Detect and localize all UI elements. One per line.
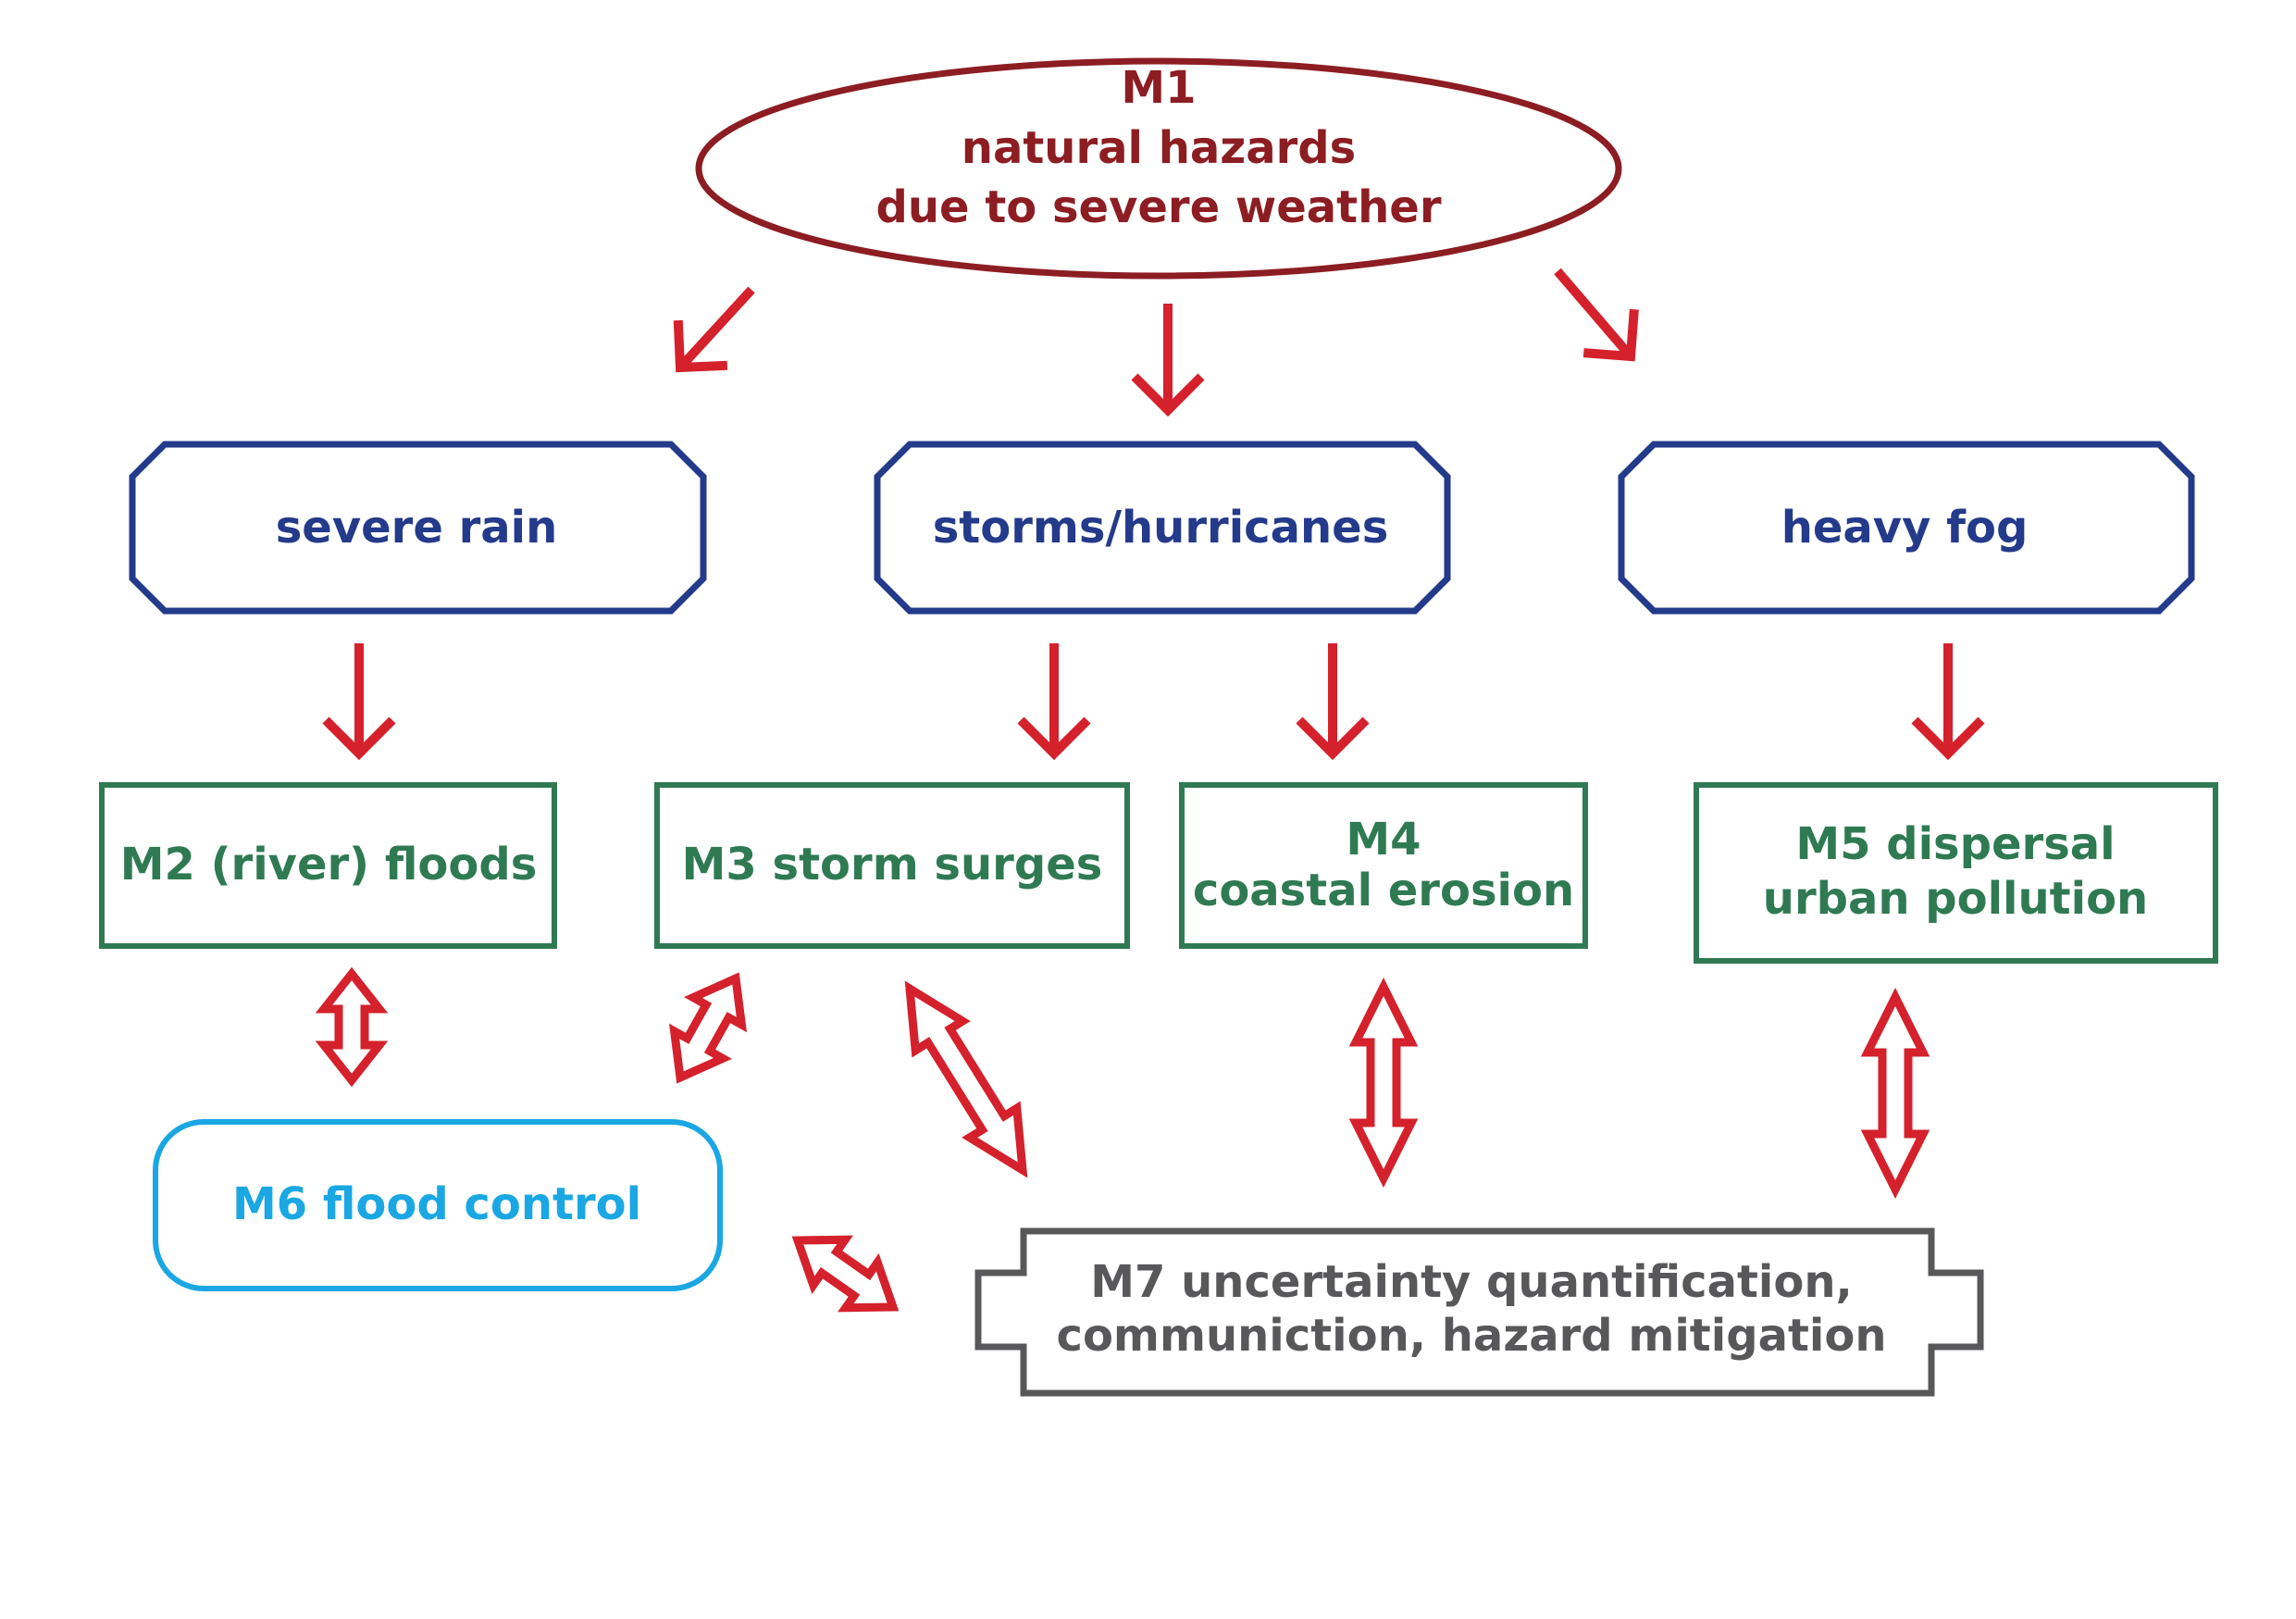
arrow-m3-to-m7 xyxy=(904,980,1028,1178)
heavy-fog-label: heavy fog xyxy=(1781,502,2029,554)
arrow-m3-to-m6 xyxy=(669,972,747,1084)
m7-label-line1: M7 uncertainty quantification, xyxy=(1090,1256,1853,1308)
arrow-m1-to-severe-rain xyxy=(673,286,755,373)
severe-rain-box xyxy=(129,441,707,615)
arrow-m2-to-m6 xyxy=(315,966,389,1088)
arrow-storms-to-m3 xyxy=(1017,643,1091,761)
arrow-m1-to-fog xyxy=(1554,268,1639,362)
m1-label-line2: natural hazards xyxy=(962,122,1356,174)
m6-label: M6 flood control xyxy=(232,1178,641,1230)
arrow-m4-to-m7 xyxy=(1348,977,1419,1189)
arrow-m1-to-storms xyxy=(1131,304,1205,417)
arrow-severe-rain-to-m2 xyxy=(322,643,396,761)
arrow-fog-to-m5 xyxy=(1911,643,1985,761)
m4-box xyxy=(1179,782,1588,949)
m5-label-line1: M5 dispersal xyxy=(1795,818,2115,870)
m6-box xyxy=(153,1119,723,1291)
m1-label-line1: M1 xyxy=(1121,62,1196,114)
heavy-fog-box xyxy=(1618,441,2195,615)
arrow-m6-to-m7 xyxy=(791,1235,900,1313)
m4-label-line2: coastal erosion xyxy=(1193,865,1574,916)
arrow-storms-to-m4 xyxy=(1296,643,1370,761)
m5-label-line2: urban pollution xyxy=(1763,873,2148,925)
severe-rain-label: severe rain xyxy=(276,502,558,554)
m7-label-line2: communiction, hazard mitigation xyxy=(1057,1310,1887,1362)
m3-box xyxy=(654,782,1130,949)
arrow-m5-to-m7 xyxy=(1860,987,1930,1200)
storms-hurricanes-box xyxy=(874,441,1451,615)
m2-box xyxy=(99,782,557,949)
m7-box xyxy=(974,1227,1984,1397)
storms-hurricanes-label: storms/hurricanes xyxy=(933,502,1389,554)
m1-ellipse xyxy=(695,57,1622,280)
m1-label-line3: due to severe weather xyxy=(876,181,1442,233)
m3-label: M3 storm surges xyxy=(682,839,1103,890)
m5-box xyxy=(1694,782,2218,964)
m2-label: M2 (river) floods xyxy=(120,839,538,890)
arrows-layer xyxy=(315,268,1985,1313)
m4-label-line1: M4 xyxy=(1346,814,1421,866)
